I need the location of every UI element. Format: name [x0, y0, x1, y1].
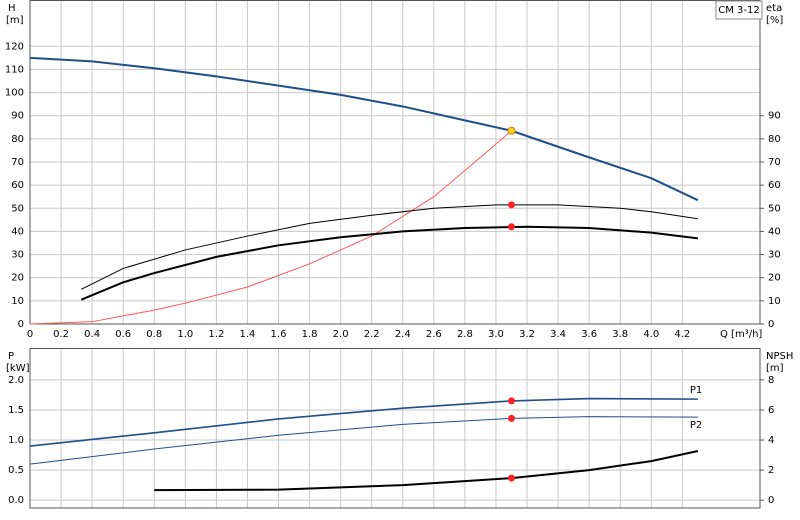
y2-axis-unit: [%] [766, 15, 783, 26]
y2-axis-unit: [m] [766, 363, 784, 374]
y-axis-unit: [m] [6, 15, 24, 26]
chart-title: CM 3-12 [718, 5, 759, 16]
y2-tick-label: 2 [768, 465, 774, 476]
y-tick-label: 30 [11, 250, 24, 261]
plot-frame [29, 348, 761, 509]
operating-point [507, 414, 515, 422]
y2-tick-label: 30 [768, 250, 781, 261]
legend-label: P1 [690, 385, 702, 396]
series-line [29, 416, 698, 465]
y-tick-label: 70 [11, 157, 24, 168]
y-tick-label: 100 [5, 88, 24, 99]
x-tick-label: 2.6 [426, 329, 442, 340]
x-tick-label: 2.4 [395, 329, 411, 340]
legend-label: P2 [690, 420, 702, 431]
x-tick-label: 1.6 [271, 329, 287, 340]
y-tick-label: 0.5 [8, 465, 24, 476]
y2-axis-label: eta [766, 3, 782, 14]
x-tick-label: 0.8 [146, 329, 162, 340]
x-tick-label: 3.2 [519, 329, 535, 340]
x-tick-label: 1.8 [302, 329, 318, 340]
y2-tick-label: 10 [768, 296, 781, 307]
y2-tick-label: 0 [768, 319, 774, 330]
operating-point [507, 397, 515, 405]
plot-frame [29, 0, 761, 325]
x-tick-label: 3.4 [550, 329, 566, 340]
x-tick-label: 4.2 [674, 329, 690, 340]
y-tick-label: 10 [11, 296, 24, 307]
x-tick-label: 1.0 [177, 329, 193, 340]
x-tick-label: 3.0 [488, 329, 504, 340]
y2-tick-label: 40 [768, 226, 781, 237]
y-tick-label: 60 [11, 180, 24, 191]
y2-tick-label: 0 [768, 495, 774, 506]
y2-tick-label: 20 [768, 273, 781, 284]
y2-tick-label: 70 [768, 157, 781, 168]
y-tick-label: 1.0 [8, 435, 24, 446]
y-axis-label: H [8, 3, 16, 14]
y-tick-label: 1.5 [8, 405, 24, 416]
x-tick-label: 0.2 [53, 329, 69, 340]
y2-tick-label: 8 [768, 375, 774, 386]
y2-tick-label: 6 [768, 405, 774, 416]
operating-point [507, 201, 515, 209]
y-axis-unit: [kW] [6, 363, 30, 374]
y-tick-label: 0 [18, 319, 24, 330]
y2-tick-label: 90 [768, 111, 781, 122]
x-tick-label: 2.0 [333, 329, 349, 340]
y2-tick-label: 60 [768, 180, 781, 191]
y-tick-label: 80 [11, 134, 24, 145]
y-tick-label: 2.0 [8, 375, 24, 386]
y-axis-label: P [8, 351, 14, 362]
series-line [29, 130, 512, 325]
x-tick-label: 1.4 [239, 329, 255, 340]
operating-point [507, 126, 516, 135]
x-tick-label: 1.2 [208, 329, 224, 340]
series-line [81, 204, 698, 290]
x-tick-label: 0.6 [115, 329, 131, 340]
y2-tick-label: 4 [768, 435, 774, 446]
x-tick-label: 0.4 [84, 329, 100, 340]
series-line [29, 397, 698, 447]
y2-axis-label: NPSH [766, 351, 793, 362]
y-tick-label: 90 [11, 111, 24, 122]
x-tick-label: 0 [27, 329, 33, 340]
y-tick-label: 0.0 [8, 495, 24, 506]
y2-tick-label: 50 [768, 203, 781, 214]
series-line [80, 225, 698, 301]
x-tick-label: 3.6 [581, 329, 597, 340]
x-axis-label: Q [m³/h] [720, 329, 762, 340]
y-tick-label: 120 [5, 41, 24, 52]
y2-tick-label: 80 [768, 134, 781, 145]
operating-point [507, 223, 515, 231]
operating-point [507, 474, 515, 482]
y-tick-label: 50 [11, 203, 24, 214]
x-tick-label: 3.8 [612, 329, 628, 340]
x-tick-label: 4.0 [643, 329, 659, 340]
x-tick-label: 2.2 [364, 329, 380, 340]
y-tick-label: 40 [11, 226, 24, 237]
title-box [715, 0, 763, 20]
y-tick-label: 110 [5, 64, 24, 75]
x-tick-label: 2.8 [457, 329, 473, 340]
series-line [29, 56, 699, 202]
y-tick-label: 20 [11, 273, 24, 284]
